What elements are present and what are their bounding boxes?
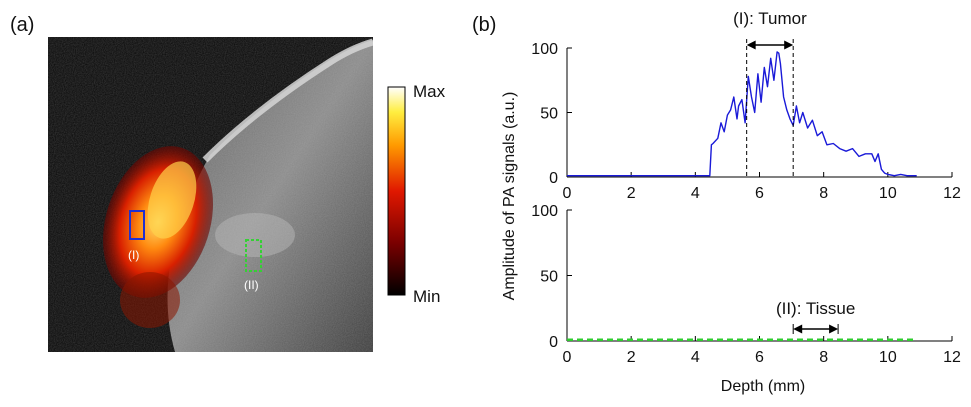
y-axis-label: Amplitude of PA signals (a.u.) xyxy=(501,92,518,301)
y-tick-label: 100 xyxy=(531,41,558,58)
roi-1-label: (I) xyxy=(128,248,139,262)
x-tick-label: 4 xyxy=(691,349,700,366)
x-tick-label: 6 xyxy=(755,349,764,366)
x-tick-label: 2 xyxy=(627,349,636,366)
plot-bottom: 0 50 100 0 2 4 6 8 10 12 (II): Tissue xyxy=(531,203,961,366)
plot-top: 0 50 100 0 2 4 6 8 10 12 (I): Tumor xyxy=(531,9,961,202)
y-tick-label: 50 xyxy=(540,269,558,286)
panel-b-label: (b) xyxy=(472,14,496,36)
x-tick-label: 0 xyxy=(563,185,572,202)
tumor-hotspot xyxy=(147,161,197,239)
y-tick-label: 100 xyxy=(531,203,558,220)
x-tick-label: 10 xyxy=(879,185,897,202)
y-tick-label: 0 xyxy=(549,170,558,187)
x-tick-label: 6 xyxy=(755,185,764,202)
annotation-arrowhead-left xyxy=(793,324,803,334)
y-tick-label: 50 xyxy=(540,106,558,123)
roi-2-label: (II) xyxy=(244,278,259,292)
x-tick-label: 8 xyxy=(819,349,828,366)
x-tick-label: 12 xyxy=(943,185,961,202)
colorbar-min-label: Min xyxy=(413,287,440,306)
y-tick-label: 0 xyxy=(549,334,558,351)
annotation-arrowhead-left xyxy=(746,40,756,50)
roi-2-box xyxy=(245,239,262,272)
x-tick-label: 2 xyxy=(627,185,636,202)
x-tick-label: 8 xyxy=(819,185,828,202)
colorbar xyxy=(387,86,406,296)
x-axis-label: Depth (mm) xyxy=(721,378,805,395)
tumor-signal-lower xyxy=(120,272,180,328)
x-tick-label: 12 xyxy=(943,349,961,366)
annotation-label: (I): Tumor xyxy=(733,9,807,28)
ultrasound-image xyxy=(48,37,373,352)
colorbar-max-label: Max xyxy=(413,82,446,101)
series-line xyxy=(567,51,917,177)
x-tick-label: 0 xyxy=(563,349,572,366)
annotation-label: (II): Tissue xyxy=(776,299,855,318)
panel-a-label: (a) xyxy=(10,14,34,36)
roi-1-box xyxy=(129,210,145,240)
x-tick-label: 4 xyxy=(691,185,700,202)
annotation-arrowhead-right xyxy=(829,324,839,334)
x-tick-label: 10 xyxy=(879,349,897,366)
annotation-arrowhead-right xyxy=(784,40,794,50)
